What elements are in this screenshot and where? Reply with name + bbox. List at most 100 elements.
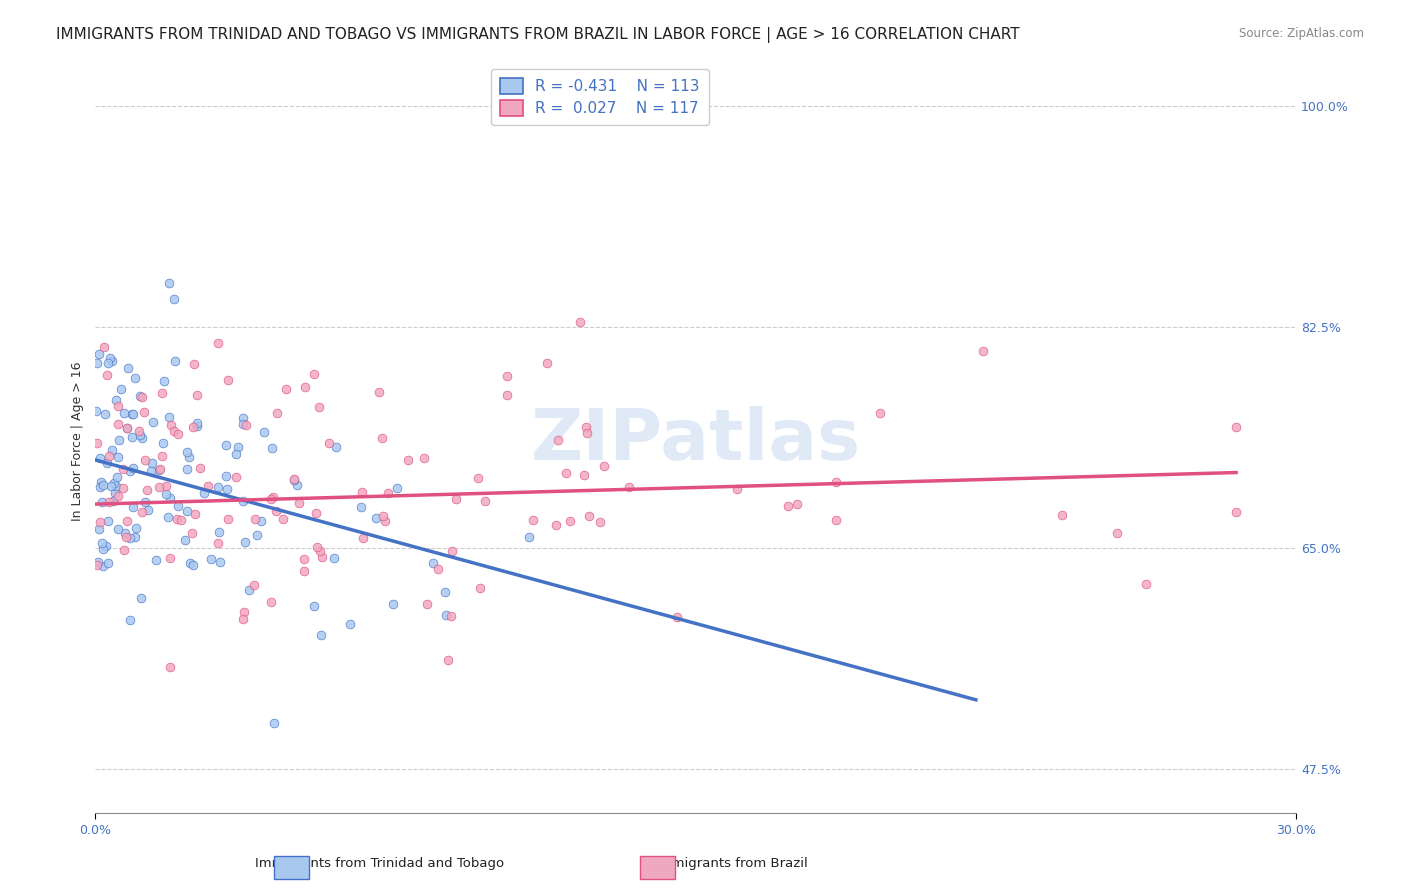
Point	[243, 512, 266, 526]
Point	[271, 511, 294, 525]
Point	[93, 340, 115, 354]
Point	[318, 435, 340, 450]
Point	[129, 591, 152, 606]
Point	[101, 442, 124, 457]
Point	[322, 551, 344, 566]
Point	[381, 597, 404, 611]
Point	[437, 653, 460, 667]
Point	[619, 480, 641, 494]
Point	[305, 540, 328, 554]
Point	[1225, 420, 1247, 434]
Point	[183, 357, 205, 371]
Point	[111, 481, 134, 495]
Point	[215, 437, 238, 451]
Point	[150, 385, 173, 400]
Point	[309, 628, 332, 642]
Point	[416, 597, 439, 611]
Point	[495, 369, 517, 384]
Point	[285, 478, 308, 492]
Point	[112, 406, 135, 420]
Point	[243, 577, 266, 591]
Point	[104, 478, 127, 492]
Point	[97, 514, 120, 528]
Point	[91, 559, 114, 574]
Point	[91, 494, 114, 508]
Point	[215, 469, 238, 483]
Point	[159, 551, 181, 566]
Point	[87, 554, 110, 568]
Point	[118, 464, 141, 478]
Point	[325, 440, 347, 454]
Point	[283, 472, 305, 486]
Point	[1225, 505, 1247, 519]
Point	[441, 543, 464, 558]
Point	[217, 512, 239, 526]
Point	[155, 487, 177, 501]
Point	[575, 420, 598, 434]
Point	[474, 493, 496, 508]
Point	[207, 535, 229, 549]
Point	[107, 417, 129, 432]
Point	[124, 371, 146, 385]
Point	[135, 483, 157, 497]
Point	[89, 450, 111, 465]
Point	[121, 430, 143, 444]
Point	[207, 335, 229, 350]
Point	[90, 475, 112, 489]
Point	[228, 440, 250, 454]
Point	[786, 497, 808, 511]
Point	[97, 356, 120, 370]
Point	[107, 399, 129, 413]
Point	[385, 481, 408, 495]
Point	[97, 449, 120, 463]
Point	[238, 582, 260, 597]
Point	[574, 467, 596, 482]
Point	[107, 490, 129, 504]
Point	[558, 514, 581, 528]
Point	[100, 479, 122, 493]
Point	[148, 463, 170, 477]
Point	[433, 585, 456, 599]
Point	[162, 292, 184, 306]
Point	[131, 431, 153, 445]
Point	[260, 595, 283, 609]
Point	[152, 436, 174, 450]
Point	[96, 456, 118, 470]
Point	[578, 508, 600, 523]
Point	[554, 467, 576, 481]
Point	[115, 530, 138, 544]
Point	[122, 461, 145, 475]
Text: Immigrants from Trinidad and Tobago: Immigrants from Trinidad and Tobago	[254, 856, 505, 870]
Point	[117, 361, 139, 376]
Point	[157, 276, 180, 290]
Point	[97, 556, 120, 570]
Point	[101, 494, 124, 508]
Point	[311, 550, 333, 565]
Point	[89, 516, 111, 530]
Point	[666, 610, 689, 624]
Point	[176, 461, 198, 475]
Point	[84, 404, 107, 418]
Point	[90, 535, 112, 549]
Point	[276, 383, 298, 397]
Point	[725, 482, 748, 496]
Point	[467, 470, 489, 484]
Point	[1050, 508, 1073, 522]
Point	[141, 456, 163, 470]
Point	[87, 522, 110, 536]
Point	[103, 475, 125, 490]
Point	[162, 424, 184, 438]
Point	[260, 492, 283, 507]
Point	[142, 415, 165, 429]
Point	[94, 539, 117, 553]
Point	[260, 441, 283, 455]
Text: ZIPatlas: ZIPatlas	[530, 407, 860, 475]
Text: Immigrants from Brazil: Immigrants from Brazil	[655, 856, 807, 870]
Point	[121, 500, 143, 515]
Point	[207, 524, 229, 539]
Point	[114, 526, 136, 541]
Point	[93, 407, 115, 421]
Point	[294, 379, 316, 393]
Point	[350, 485, 373, 500]
Point	[124, 521, 146, 535]
